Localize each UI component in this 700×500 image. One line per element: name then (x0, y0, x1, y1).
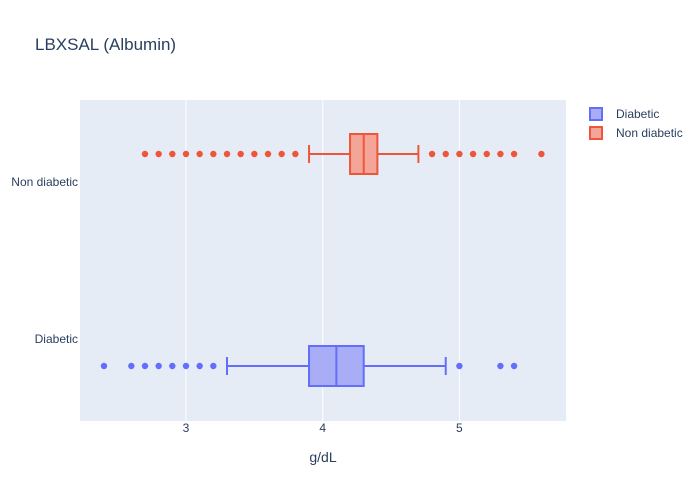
outlier-point[interactable] (141, 362, 149, 370)
boxes-layer (100, 133, 545, 387)
outlier-point[interactable] (155, 150, 162, 158)
outlier-point[interactable] (182, 362, 190, 370)
box-series[interactable] (100, 345, 518, 387)
y-tick-label: Non diabetic (11, 175, 78, 189)
outlier-point[interactable] (169, 362, 176, 370)
outlier-point[interactable] (128, 362, 135, 370)
outlier-point[interactable] (264, 150, 272, 158)
outlier-point[interactable] (210, 150, 217, 158)
chart-title: LBXSAL (Albumin) (35, 35, 176, 54)
outlier-point[interactable] (292, 150, 299, 158)
outlier-point[interactable] (483, 150, 490, 158)
legend-label: Diabetic (616, 107, 659, 121)
legend-item[interactable]: Non diabetic (589, 126, 683, 140)
outlier-point[interactable] (169, 150, 176, 158)
y-axis-ticks: Diabetic Non diabetic (11, 175, 78, 346)
outlier-point[interactable] (155, 362, 162, 370)
outlier-point[interactable] (538, 150, 545, 158)
box-series[interactable] (141, 133, 545, 175)
outlier-point[interactable] (141, 150, 149, 158)
outlier-point[interactable] (510, 362, 518, 370)
outlier-point[interactable] (456, 362, 463, 370)
legend-swatch (589, 126, 603, 140)
x-tick-label: 3 (183, 421, 190, 435)
outlier-point[interactable] (182, 150, 190, 158)
legend-swatch (589, 107, 603, 121)
outlier-point[interactable] (456, 150, 463, 158)
outlier-point[interactable] (100, 362, 108, 370)
outlier-point[interactable] (497, 150, 504, 158)
outlier-point[interactable] (251, 150, 258, 158)
x-axis-title: g/dL (309, 449, 336, 465)
outlier-point[interactable] (278, 150, 285, 158)
legend[interactable]: Diabetic Non diabetic (589, 107, 683, 140)
outlier-point[interactable] (442, 150, 449, 158)
y-tick-label: Diabetic (35, 332, 78, 346)
outlier-point[interactable] (469, 150, 477, 158)
outlier-point[interactable] (196, 362, 203, 370)
outlier-point[interactable] (428, 150, 436, 158)
outlier-point[interactable] (510, 150, 518, 158)
outlier-point[interactable] (223, 150, 231, 158)
x-tick-label: 5 (456, 421, 463, 435)
outlier-point[interactable] (237, 150, 244, 158)
x-axis-ticks: 3 4 5 (183, 421, 463, 435)
x-tick-label: 4 (319, 421, 326, 435)
outlier-point[interactable] (497, 362, 504, 370)
outlier-point[interactable] (210, 362, 217, 370)
outlier-point[interactable] (196, 150, 203, 158)
legend-item[interactable]: Diabetic (589, 107, 659, 121)
legend-label: Non diabetic (616, 126, 683, 140)
